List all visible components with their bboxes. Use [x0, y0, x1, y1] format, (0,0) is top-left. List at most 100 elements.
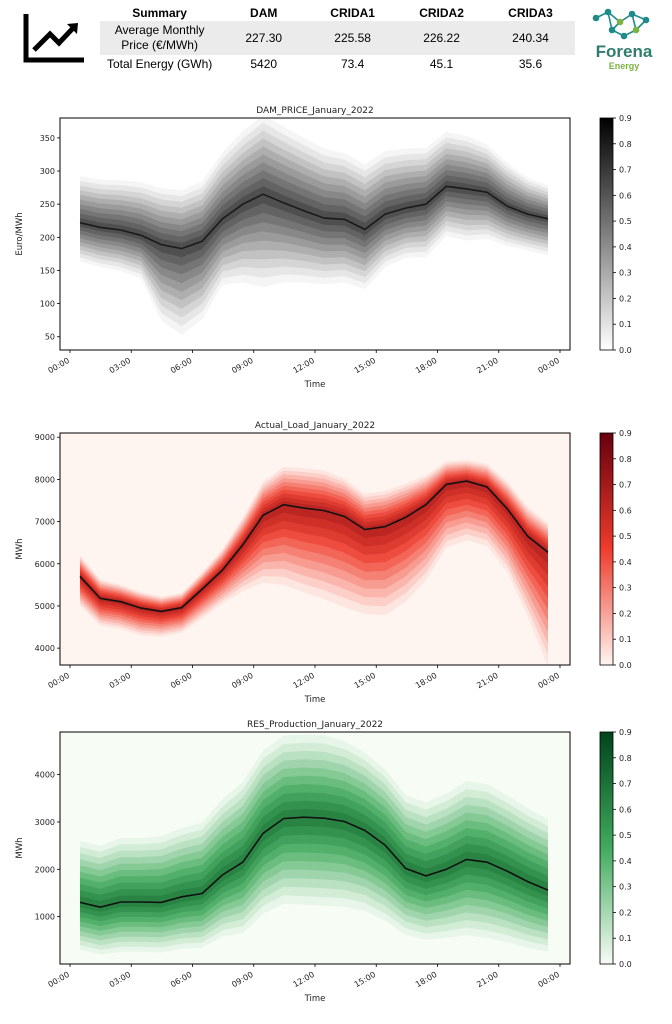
colorbar	[599, 117, 614, 351]
colorbar-tick-label: 0.5	[619, 217, 632, 226]
summary-cell: 35.6	[518, 57, 543, 71]
summary-header-cell: CRIDA3	[508, 5, 553, 20]
y-tick-label: 50	[45, 333, 55, 342]
x-tick-label: 00:00	[47, 671, 71, 690]
y-axis-label: MWh	[15, 837, 25, 858]
x-tick-label: 15:00	[353, 970, 377, 989]
x-tick-label: 06:00	[169, 970, 193, 989]
y-axis-label: MWh	[15, 538, 25, 559]
colorbar-tick-label: 0.1	[619, 320, 632, 329]
chart-title: DAM_PRICE_January_2022	[256, 106, 374, 116]
colorbar	[599, 432, 614, 666]
y-tick-label: 300	[40, 167, 55, 176]
summary-cell: 240.34	[486, 21, 575, 55]
colorbar-tick-label: 0.2	[619, 609, 632, 618]
x-tick-label: 09:00	[230, 671, 254, 690]
x-axis-label: Time	[304, 994, 326, 1004]
x-axis-label: Time	[304, 380, 326, 390]
colorbar-tick-label: 0.3	[619, 269, 632, 278]
colorbar-tick-label: 0.7	[619, 780, 632, 789]
x-tick-label: 12:00	[292, 356, 316, 375]
colorbar-tick-label: 0.6	[619, 805, 632, 814]
density-bands	[80, 734, 548, 955]
density-bands	[80, 460, 548, 665]
brand-name: Forena	[596, 42, 653, 61]
colorbar-tick-label: 0.9	[619, 114, 632, 123]
colorbar-tick-label: 0.4	[619, 857, 632, 866]
x-tick-label: 03:00	[108, 671, 132, 690]
summary-table: Summary DAM CRIDA1 CRIDA2 CRIDA3 Average…	[100, 4, 575, 73]
y-tick-label: 4000	[35, 644, 55, 653]
summary-cell: 45.1	[429, 57, 454, 71]
actual-load-chart: Actual_Load_January_2022 4000 5000 6000 7000…	[15, 421, 632, 705]
colorbar-tick-label: 0.4	[619, 558, 632, 567]
y-tick-label: 7000	[35, 518, 55, 527]
brand-logo: Forena Energy	[592, 8, 653, 71]
summary-header-cell: Summary	[132, 5, 187, 20]
y-tick-label: 2000	[35, 865, 55, 874]
colorbar-tick-label: 0.5	[619, 532, 632, 541]
x-tick-label: 00:00	[537, 970, 561, 989]
x-tick-label: 18:00	[414, 970, 438, 989]
x-tick-label: 00:00	[47, 970, 71, 989]
y-tick-label: 1000	[35, 913, 55, 922]
density-band	[80, 476, 548, 617]
summary-row-label: Average Monthly Price (€/MWh)	[100, 21, 220, 55]
x-tick-label: 15:00	[353, 356, 377, 375]
y-tick-label: 150	[40, 266, 55, 275]
x-tick-label: 18:00	[414, 356, 438, 375]
chart-title: RES_Production_January_2022	[247, 720, 383, 730]
summary-cell: 225.58	[308, 21, 398, 55]
summary-row-energy: Total Energy (GWh) 5420 73.4 45.1 35.6	[100, 55, 575, 73]
x-tick-label: 06:00	[169, 671, 193, 690]
x-tick-label: 00:00	[47, 356, 71, 375]
colorbar	[599, 731, 614, 965]
network-nodes-logo-icon	[592, 8, 650, 40]
summary-cell: 227.30	[219, 21, 309, 55]
colorbar-tick-label: 0.0	[619, 661, 632, 670]
y-tick-label: 8000	[35, 475, 55, 484]
y-tick-label: 4000	[35, 771, 55, 780]
colorbar-tick-label: 0.8	[619, 455, 632, 464]
x-tick-label: 21:00	[475, 671, 499, 690]
colorbar-tick-label: 0.3	[619, 883, 632, 892]
x-tick-label: 09:00	[230, 970, 254, 989]
x-tick-label: 06:00	[169, 356, 193, 375]
colorbar-tick-label: 0.2	[619, 908, 632, 917]
x-tick-label: 21:00	[475, 356, 499, 375]
colorbar-tick-label: 0.4	[619, 243, 632, 252]
median-line	[79, 480, 549, 613]
colorbar-tick-label: 0.3	[619, 584, 632, 593]
x-tick-label: 00:00	[537, 671, 561, 690]
x-tick-label: 03:00	[108, 970, 132, 989]
x-tick-label: 00:00	[537, 356, 561, 375]
colorbar-tick-label: 0.7	[619, 481, 632, 490]
colorbar-tick-label: 0.9	[619, 429, 632, 438]
x-tick-label: 12:00	[292, 970, 316, 989]
y-tick-label: 200	[40, 233, 55, 242]
y-tick-label: 100	[40, 300, 55, 309]
colorbar-tick-label: 0.5	[619, 831, 632, 840]
summary-header-cell: CRIDA1	[330, 5, 375, 20]
colorbar-tick-label: 0.2	[619, 294, 632, 303]
summary-header-cell: CRIDA2	[419, 5, 464, 20]
colorbar-tick-label: 0.8	[619, 754, 632, 763]
summary-cell: 5420	[250, 57, 278, 71]
brand-tagline: Energy	[609, 61, 640, 71]
x-tick-label: 18:00	[414, 671, 438, 690]
colorbar-tick-label: 0.0	[619, 960, 632, 969]
y-tick-label: 350	[40, 134, 55, 143]
x-tick-label: 15:00	[353, 671, 377, 690]
y-tick-label: 5000	[35, 602, 55, 611]
colorbar-tick-label: 0.1	[619, 934, 632, 943]
colorbar-tick-label: 0.0	[619, 346, 632, 355]
x-tick-label: 21:00	[475, 970, 499, 989]
summary-cell: 73.4	[340, 57, 365, 71]
x-axis-label: Time	[304, 695, 326, 705]
colorbar-tick-label: 0.7	[619, 166, 632, 175]
chart-title: Actual_Load_January_2022	[255, 421, 375, 431]
x-tick-label: 03:00	[108, 356, 132, 375]
y-tick-label: 9000	[35, 433, 55, 442]
y-axis-label: Euro/MWh	[15, 212, 25, 255]
dam-price-chart: DAM_PRICE_January_2022 50 100 150 200 250 300 3…	[15, 106, 632, 390]
